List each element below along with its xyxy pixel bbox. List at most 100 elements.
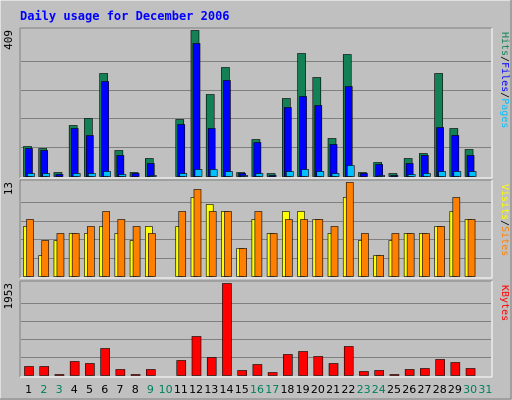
bar-kbytes-day-25 xyxy=(389,374,400,376)
bar-sites-day-13 xyxy=(208,211,217,277)
bar-pages-day-12 xyxy=(194,169,203,177)
bar-kbytes-day-24 xyxy=(374,370,384,376)
day-label-3: 3 xyxy=(56,383,63,396)
bar-sites-day-14 xyxy=(224,211,232,277)
bar-sites-day-22 xyxy=(345,182,354,277)
panel-top xyxy=(19,27,493,179)
day-label-10: 10 xyxy=(159,383,173,396)
side-label-part: Visits xyxy=(499,184,510,220)
day-label-13: 13 xyxy=(204,383,218,396)
day-label-23: 23 xyxy=(357,383,371,396)
day-label-30: 30 xyxy=(463,383,477,396)
bar-sites-day-29 xyxy=(452,197,461,277)
panel-top-ymax-label: 409 xyxy=(2,30,15,50)
bar-pages-day-20 xyxy=(316,171,325,177)
bar-pages-day-14 xyxy=(225,171,233,177)
bar-sites-day-26 xyxy=(406,233,415,277)
bar-pages-day-22 xyxy=(346,165,355,177)
bar-files-day-21 xyxy=(329,144,338,177)
day-label-11: 11 xyxy=(174,383,188,396)
day-label-12: 12 xyxy=(189,383,203,396)
panel-middle-side-label: Visits/Sites xyxy=(499,184,510,256)
bar-sites-day-27 xyxy=(422,233,430,277)
bar-kbytes-day-8 xyxy=(130,374,141,376)
bar-sites-day-15 xyxy=(239,248,247,277)
bar-kbytes-day-20 xyxy=(313,356,324,376)
bar-files-day-24 xyxy=(375,164,383,177)
bar-sites-day-20 xyxy=(315,219,324,277)
bar-pages-day-18 xyxy=(286,171,294,177)
bar-sites-day-1 xyxy=(26,219,34,277)
bar-sites-day-9 xyxy=(148,233,156,277)
day-label-26: 26 xyxy=(402,383,416,396)
bar-files-day-14 xyxy=(223,80,231,177)
day-label-20: 20 xyxy=(311,383,325,396)
panel-middle-ymax-label: 13 xyxy=(2,182,15,195)
day-label-29: 29 xyxy=(448,383,462,396)
bar-kbytes-day-26 xyxy=(404,369,415,376)
bar-pages-day-27 xyxy=(423,173,431,177)
bar-files-day-25 xyxy=(390,175,399,177)
bar-kbytes-day-4 xyxy=(69,361,80,376)
bar-sites-day-11 xyxy=(178,211,187,277)
bar-pages-day-1 xyxy=(27,173,35,177)
bar-pages-day-5 xyxy=(88,173,96,177)
bar-sites-day-17 xyxy=(269,233,278,277)
bar-files-day-5 xyxy=(86,135,94,177)
day-label-14: 14 xyxy=(220,383,234,396)
bar-kbytes-day-11 xyxy=(176,360,187,376)
bar-kbytes-day-5 xyxy=(85,363,95,376)
bar-sites-day-12 xyxy=(193,189,202,277)
bar-pages-day-21 xyxy=(331,173,340,177)
bar-pages-day-6 xyxy=(103,171,111,177)
day-label-17: 17 xyxy=(265,383,279,396)
bar-sites-day-18 xyxy=(285,219,293,277)
bar-kbytes-day-15 xyxy=(237,370,247,376)
bar-pages-day-16 xyxy=(255,173,264,177)
side-label-part: / xyxy=(499,56,510,62)
bar-kbytes-day-30 xyxy=(465,368,476,376)
bar-kbytes-day-29 xyxy=(450,362,461,376)
bar-sites-day-3 xyxy=(56,233,65,277)
bar-files-day-20 xyxy=(314,105,323,177)
day-label-9: 9 xyxy=(147,383,154,396)
day-label-2: 2 xyxy=(40,383,47,396)
bar-pages-day-28 xyxy=(438,171,446,177)
panel-bottom xyxy=(19,280,493,378)
bar-sites-day-30 xyxy=(467,219,476,277)
bar-sites-day-23 xyxy=(361,233,369,277)
bar-pages-day-26 xyxy=(407,174,416,177)
bar-kbytes-day-9 xyxy=(146,369,156,376)
bar-sites-day-19 xyxy=(300,219,308,277)
side-label-part: Sites xyxy=(499,226,510,256)
bar-kbytes-day-6 xyxy=(100,348,110,376)
panel-bottom-area xyxy=(20,281,492,377)
day-label-7: 7 xyxy=(116,383,123,396)
bar-sites-day-8 xyxy=(132,226,141,277)
day-label-25: 25 xyxy=(387,383,401,396)
bar-sites-day-7 xyxy=(117,219,126,277)
bar-kbytes-day-14 xyxy=(222,283,232,376)
bar-sites-day-24 xyxy=(376,255,384,277)
bar-kbytes-day-18 xyxy=(283,354,293,376)
bar-pages-day-11 xyxy=(179,173,188,177)
bar-kbytes-day-16 xyxy=(252,364,263,376)
side-label-part: Pages xyxy=(499,98,510,128)
bar-files-day-3 xyxy=(55,174,64,177)
bar-files-day-28 xyxy=(436,127,444,177)
side-label-part: Hits xyxy=(499,32,510,56)
bar-sites-day-5 xyxy=(87,226,95,277)
bar-files-day-7 xyxy=(116,155,125,177)
bar-files-day-11 xyxy=(177,124,186,177)
bar-pages-day-7 xyxy=(118,174,127,177)
bar-sites-day-28 xyxy=(437,226,445,277)
bar-kbytes-day-2 xyxy=(39,366,50,376)
side-label-part: / xyxy=(499,220,510,226)
bar-kbytes-day-17 xyxy=(267,372,278,376)
bar-pages-day-24 xyxy=(377,175,385,177)
bar-kbytes-day-27 xyxy=(420,368,430,376)
day-label-31: 31 xyxy=(478,383,492,396)
bar-pages-day-29 xyxy=(453,171,462,177)
bar-kbytes-day-1 xyxy=(24,366,34,376)
